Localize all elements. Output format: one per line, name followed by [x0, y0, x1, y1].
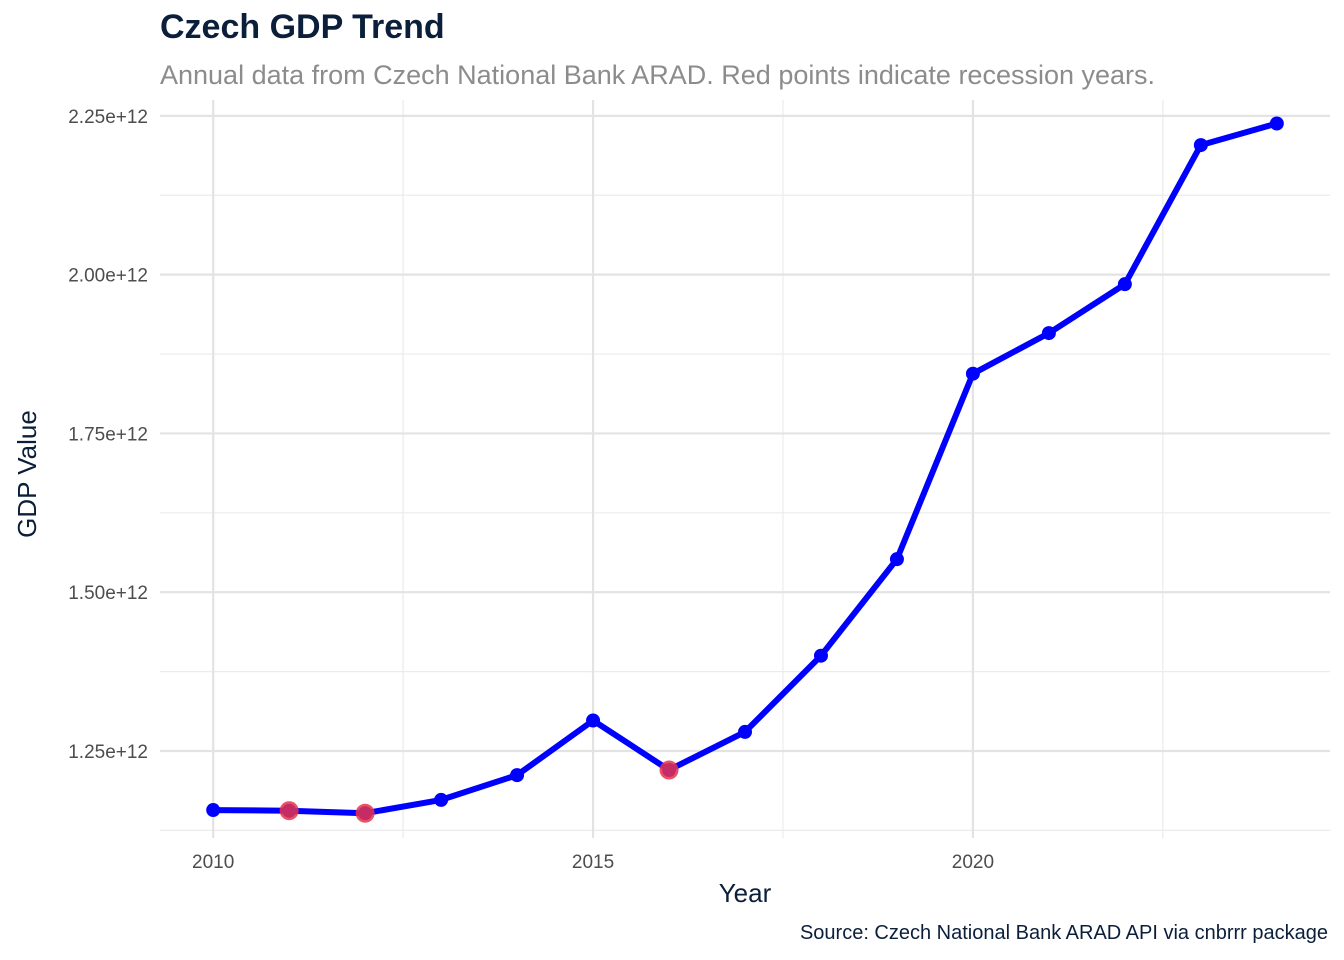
gdp-data-point [510, 768, 525, 783]
gdp-data-point [965, 366, 980, 381]
y-tick-label: 1.25e+12 [68, 742, 148, 763]
minor-gridlines [160, 100, 1330, 838]
recession-point [659, 760, 679, 780]
recession-point [279, 801, 299, 821]
data-points [206, 116, 1284, 823]
gdp-data-point [1041, 326, 1056, 341]
x-tick-label: 2010 [192, 852, 234, 873]
y-tick-labels: 1.25e+12 1.50e+12 1.75e+12 2.00e+12 2.25e+12 [68, 107, 148, 763]
y-tick-label: 2.25e+12 [68, 107, 148, 128]
gdp-data-point [434, 792, 449, 807]
gdp-data-point [1117, 277, 1132, 292]
gdp-data-point [813, 648, 828, 663]
y-axis-title: GDP Value [12, 410, 42, 538]
chart-subtitle: Annual data from Czech National Bank ARA… [160, 60, 1156, 90]
x-tick-labels: 2010 2015 2020 [192, 852, 994, 873]
series-layer [210, 120, 1280, 817]
gdp-data-point [889, 552, 904, 567]
major-gridlines [160, 100, 1330, 838]
chart-title: Czech GDP Trend [160, 8, 445, 46]
recession-point [355, 803, 375, 823]
gdp-series-line [210, 120, 1280, 817]
y-tick-label: 1.75e+12 [68, 424, 148, 445]
x-tick-label: 2015 [572, 852, 614, 873]
gdp-data-point [738, 724, 752, 739]
gdp-data-point [1193, 138, 1208, 153]
y-tick-label: 1.50e+12 [68, 583, 148, 604]
gdp-data-point [206, 803, 221, 818]
y-tick-label: 2.00e+12 [68, 266, 148, 287]
x-axis-title: Year [719, 878, 772, 908]
source-caption: Source: Czech National Bank ARAD API via… [799, 922, 1328, 944]
x-tick-label: 2020 [952, 852, 994, 873]
gdp-data-point [586, 713, 601, 728]
gdp-data-point [1269, 116, 1284, 131]
